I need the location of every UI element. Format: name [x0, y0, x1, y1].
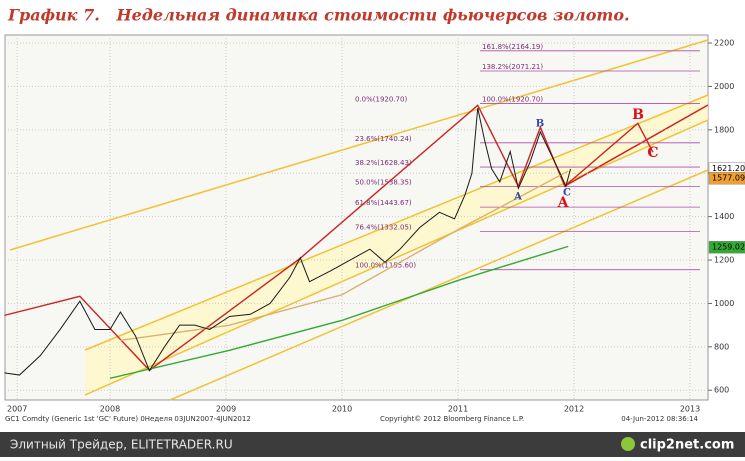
y-tick-label: 2200 [714, 39, 734, 48]
fib-label: 161.8%(2164.19) [482, 43, 543, 51]
plot-layer: 6008001000120014001600180020002200200720… [4, 35, 745, 414]
channel-line [84, 119, 709, 396]
footer-text: 04-Jun-2012 08:36:14 [621, 415, 698, 423]
channel-line [169, 169, 709, 401]
chart-title: График 7. Недельная динамика стоимости ф… [7, 6, 630, 25]
wave-label: B [632, 107, 644, 123]
wave-label: C [563, 188, 571, 199]
price-tag-label: 1577.09 [712, 174, 745, 183]
x-tick-label: 2007 [7, 405, 27, 414]
y-tick-label: 2000 [714, 82, 734, 91]
channel-line [84, 94, 709, 351]
price-tag [708, 240, 745, 254]
y-tick-label: 1400 [714, 212, 734, 221]
x-tick-label: 2009 [216, 405, 236, 414]
footer-text: GC1 Comdty (Generic 1st 'GC' Future) 0Не… [5, 415, 251, 423]
overlay-line [120, 170, 569, 342]
price-tag [708, 171, 745, 185]
x-tick-label: 2011 [448, 405, 468, 414]
y-tick-label: 800 [714, 342, 729, 351]
site-label: Элитный Трейдер, ELITETRADER.RU [10, 438, 233, 452]
fib-label: 61.8%(1443.67) [355, 199, 412, 207]
y-tick-label: 1200 [714, 256, 734, 265]
fib-label: 100.0%(1155.60) [355, 262, 416, 270]
wave-label: A [513, 192, 522, 203]
wave-label: A [557, 195, 570, 211]
channels [9, 39, 709, 401]
overlay-line [4, 104, 654, 372]
wave-label: B [536, 119, 544, 130]
fib-label: 50.0%(1538.35) [355, 179, 412, 187]
x-tick-label: 2013 [680, 405, 700, 414]
price-line [4, 108, 572, 376]
logo-icon [621, 437, 635, 451]
fib-label: 100.0%(1920.70) [482, 96, 543, 104]
channel-band [85, 95, 708, 395]
logo-text: clip2net.com [640, 438, 734, 453]
fib-label: 23.6%(1740.24) [355, 135, 412, 143]
fib-label: 76.4%(1332.05) [355, 223, 412, 231]
price-tag-label: 1259.02 [712, 243, 745, 252]
channel-line [9, 39, 709, 251]
bottom-bar [0, 432, 745, 457]
x-tick-label: 2012 [564, 405, 584, 414]
trend-line [564, 104, 709, 187]
fib-label: 0.0%(1920.70) [355, 96, 407, 104]
y-tick-label: 600 [714, 386, 729, 395]
x-tick-label: 2008 [100, 405, 120, 414]
wave-label: C [647, 145, 658, 161]
fib-label: 38.2%(1628.43) [355, 159, 412, 167]
y-tick-label: 1800 [714, 125, 734, 134]
overlay-line [109, 245, 569, 379]
price-tag-label: 1621.20 [712, 164, 745, 173]
y-tick-label: 1000 [714, 299, 734, 308]
x-tick-label: 2010 [332, 405, 352, 414]
footer-text: Copyright© 2012 Bloomberg Finance L.P. [380, 415, 524, 423]
fib-label: 138.2%(2071.21) [482, 63, 543, 71]
